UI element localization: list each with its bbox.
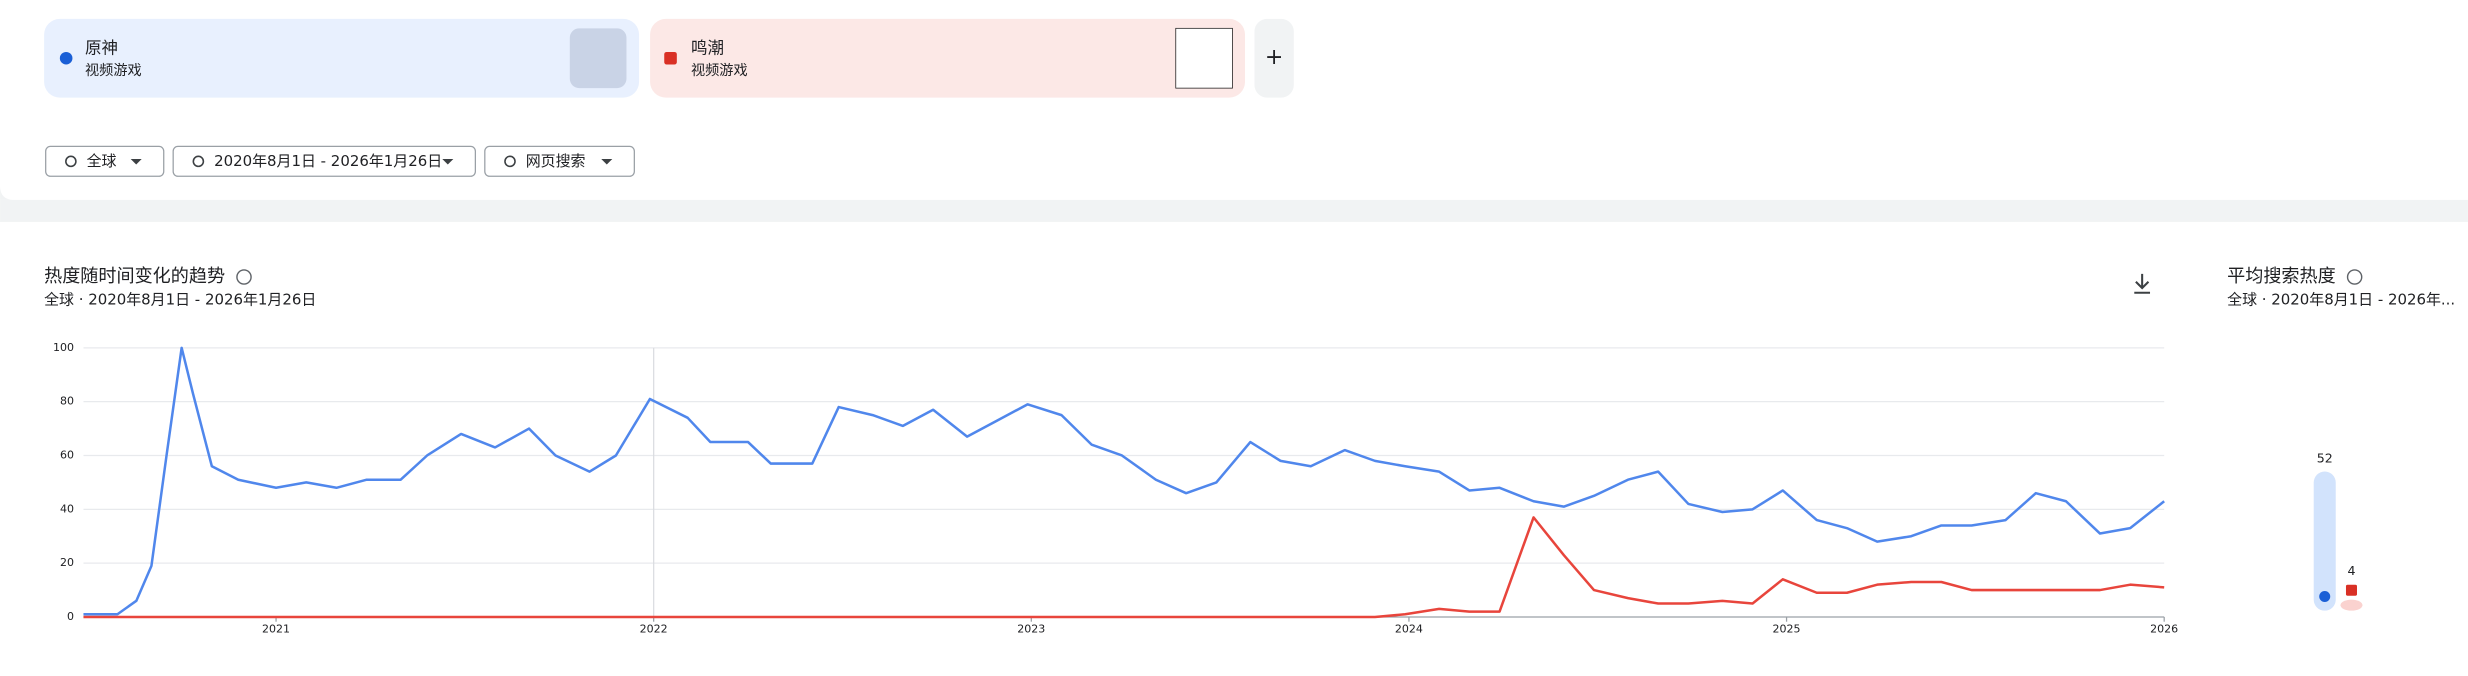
y-tick-label: 40	[60, 502, 74, 515]
filter-button[interactable]	[45, 145, 165, 177]
info-icon	[2346, 269, 2363, 285]
filter-button[interactable]	[172, 145, 476, 177]
term-image-art	[1175, 27, 1233, 89]
y-tick-label: 60	[60, 448, 74, 461]
info-icon	[236, 269, 252, 285]
term-marker	[59, 51, 73, 65]
filter-icon	[192, 155, 205, 168]
average-marker	[2319, 591, 2331, 603]
term-category: 视频游戏	[85, 63, 142, 79]
x-tick-label: 2022	[640, 623, 668, 636]
dropdown-arrow	[130, 158, 142, 165]
series-line	[83, 516, 2165, 619]
average-label: 4	[2347, 563, 2355, 578]
average-bar	[2313, 471, 2336, 611]
add-button[interactable]	[1254, 18, 1294, 98]
filter-label: 网页搜索	[526, 152, 586, 170]
filter-icon	[504, 155, 516, 168]
chart-title: 热度随时间变化的趋势	[44, 266, 225, 287]
y-tick-label: 0	[67, 610, 74, 623]
average-marker	[2345, 584, 2357, 596]
series-line	[83, 346, 2165, 616]
average-subtitle: 全球 · 2020年8月1日 - 2026年...	[2227, 291, 2455, 309]
y-tick-label: 20	[60, 556, 74, 569]
term-name: 鸣潮	[691, 38, 724, 57]
dropdown-arrow	[442, 158, 454, 165]
term-image	[569, 28, 627, 89]
average-bar	[2340, 599, 2363, 611]
term-marker	[664, 51, 677, 65]
add-label: +	[1265, 45, 1283, 70]
filter-button[interactable]	[484, 145, 635, 177]
term-category: 视频游戏	[691, 63, 748, 79]
separator	[0, 199, 2468, 222]
filter-label: 全球	[87, 152, 117, 170]
x-tick-label: 2021	[262, 623, 290, 636]
filter-icon	[65, 155, 77, 168]
x-tick-label: 2026	[2150, 623, 2178, 636]
y-tick-label: 100	[53, 341, 74, 354]
term-card[interactable]	[44, 18, 640, 98]
average-label: 52	[2317, 450, 2333, 465]
x-tick-label: 2025	[1773, 623, 1801, 636]
corner	[0, 185, 15, 200]
x-tick-label: 2024	[1395, 623, 1423, 636]
term-card[interactable]	[650, 18, 1246, 98]
y-tick-label: 80	[60, 395, 74, 408]
term-name: 原神	[85, 38, 118, 57]
average-title: 平均搜索热度	[2227, 266, 2336, 287]
chart-subtitle: 全球 · 2020年8月1日 - 2026年1月26日	[44, 291, 316, 309]
x-tick-label: 2023	[1017, 623, 1045, 636]
dropdown-arrow	[601, 158, 613, 165]
filter-label: 2020年8月1日 - 2026年1月26日	[214, 152, 442, 170]
download-button[interactable]	[2134, 273, 2151, 294]
